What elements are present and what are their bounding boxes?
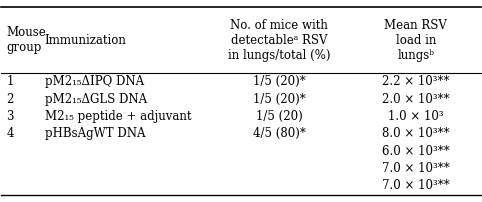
Text: 1: 1 [6,75,13,88]
Text: 4/5 (80)*: 4/5 (80)* [253,127,306,140]
Text: 8.0 × 10³**: 8.0 × 10³** [382,127,450,140]
Text: 2.0 × 10³**: 2.0 × 10³** [382,93,450,106]
Text: 7.0 × 10³**: 7.0 × 10³** [382,162,450,175]
Text: 1.0 × 10³: 1.0 × 10³ [388,110,444,123]
Text: Mean RSV
load in
lungsᵇ: Mean RSV load in lungsᵇ [385,19,447,62]
Text: 1/5 (20)*: 1/5 (20)* [253,75,306,88]
Text: 6.0 × 10³**: 6.0 × 10³** [382,145,450,158]
Text: pM2₁₅ΔIPQ DNA: pM2₁₅ΔIPQ DNA [44,75,144,88]
Text: 2.2 × 10³**: 2.2 × 10³** [382,75,450,88]
Text: 4: 4 [6,127,13,140]
Text: 3: 3 [6,110,13,123]
Text: No. of mice with
detectableᵃ RSV
in lungs/total (%): No. of mice with detectableᵃ RSV in lung… [228,19,331,62]
Text: 2: 2 [6,93,13,106]
Text: 7.0 × 10³**: 7.0 × 10³** [382,179,450,193]
Text: pHBsAgWT DNA: pHBsAgWT DNA [44,127,145,140]
Text: Mouse
group: Mouse group [6,26,46,54]
Text: Immunization: Immunization [44,34,126,47]
Text: pM2₁₅ΔGLS DNA: pM2₁₅ΔGLS DNA [44,93,147,106]
Text: M2₁₅ peptide + adjuvant: M2₁₅ peptide + adjuvant [44,110,191,123]
Text: 1/5 (20)*: 1/5 (20)* [253,93,306,106]
Text: 1/5 (20): 1/5 (20) [256,110,303,123]
